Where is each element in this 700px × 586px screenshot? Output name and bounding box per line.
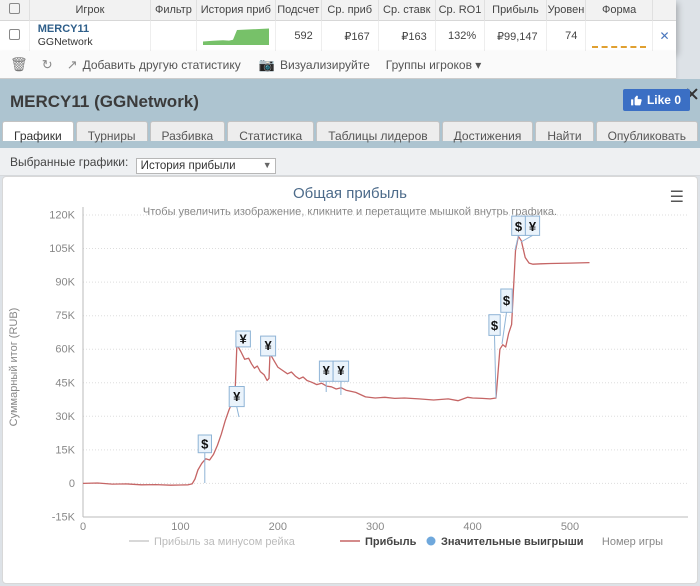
svg-text:Значительные выигрыши: Значительные выигрыши: [441, 536, 584, 548]
svg-text:300: 300: [366, 521, 384, 533]
svg-text:¥: ¥: [529, 219, 537, 234]
svg-text:$: $: [515, 219, 523, 234]
svg-text:60K: 60K: [55, 344, 75, 356]
svg-text:$: $: [503, 293, 511, 308]
svg-text:Прибыль за минусом рейка: Прибыль за минусом рейка: [154, 536, 296, 548]
svg-text:30K: 30K: [55, 411, 75, 423]
svg-text:400: 400: [463, 521, 481, 533]
svg-text:Номер игры: Номер игры: [602, 536, 663, 548]
svg-text:120K: 120K: [49, 210, 75, 222]
svg-text:¥: ¥: [264, 338, 272, 353]
svg-text:Прибыль: Прибыль: [365, 536, 417, 548]
svg-text:0: 0: [80, 521, 86, 533]
svg-text:200: 200: [269, 521, 287, 533]
svg-text:¥: ¥: [233, 389, 241, 404]
svg-text:0: 0: [69, 478, 75, 490]
svg-text:$: $: [201, 437, 209, 452]
svg-text:500: 500: [561, 521, 579, 533]
svg-text:-15K: -15K: [52, 512, 76, 524]
svg-text:90K: 90K: [55, 277, 75, 289]
svg-text:¥: ¥: [239, 331, 247, 346]
svg-text:100: 100: [171, 521, 189, 533]
svg-text:105K: 105K: [49, 243, 75, 255]
svg-text:$: $: [491, 318, 499, 333]
svg-text:¥: ¥: [323, 363, 331, 378]
svg-text:45K: 45K: [55, 377, 75, 389]
svg-text:¥: ¥: [337, 363, 345, 378]
svg-text:15K: 15K: [55, 444, 75, 456]
svg-text:Суммарный итог (RUB): Суммарный итог (RUB): [8, 308, 20, 427]
svg-text:75K: 75K: [55, 310, 75, 322]
